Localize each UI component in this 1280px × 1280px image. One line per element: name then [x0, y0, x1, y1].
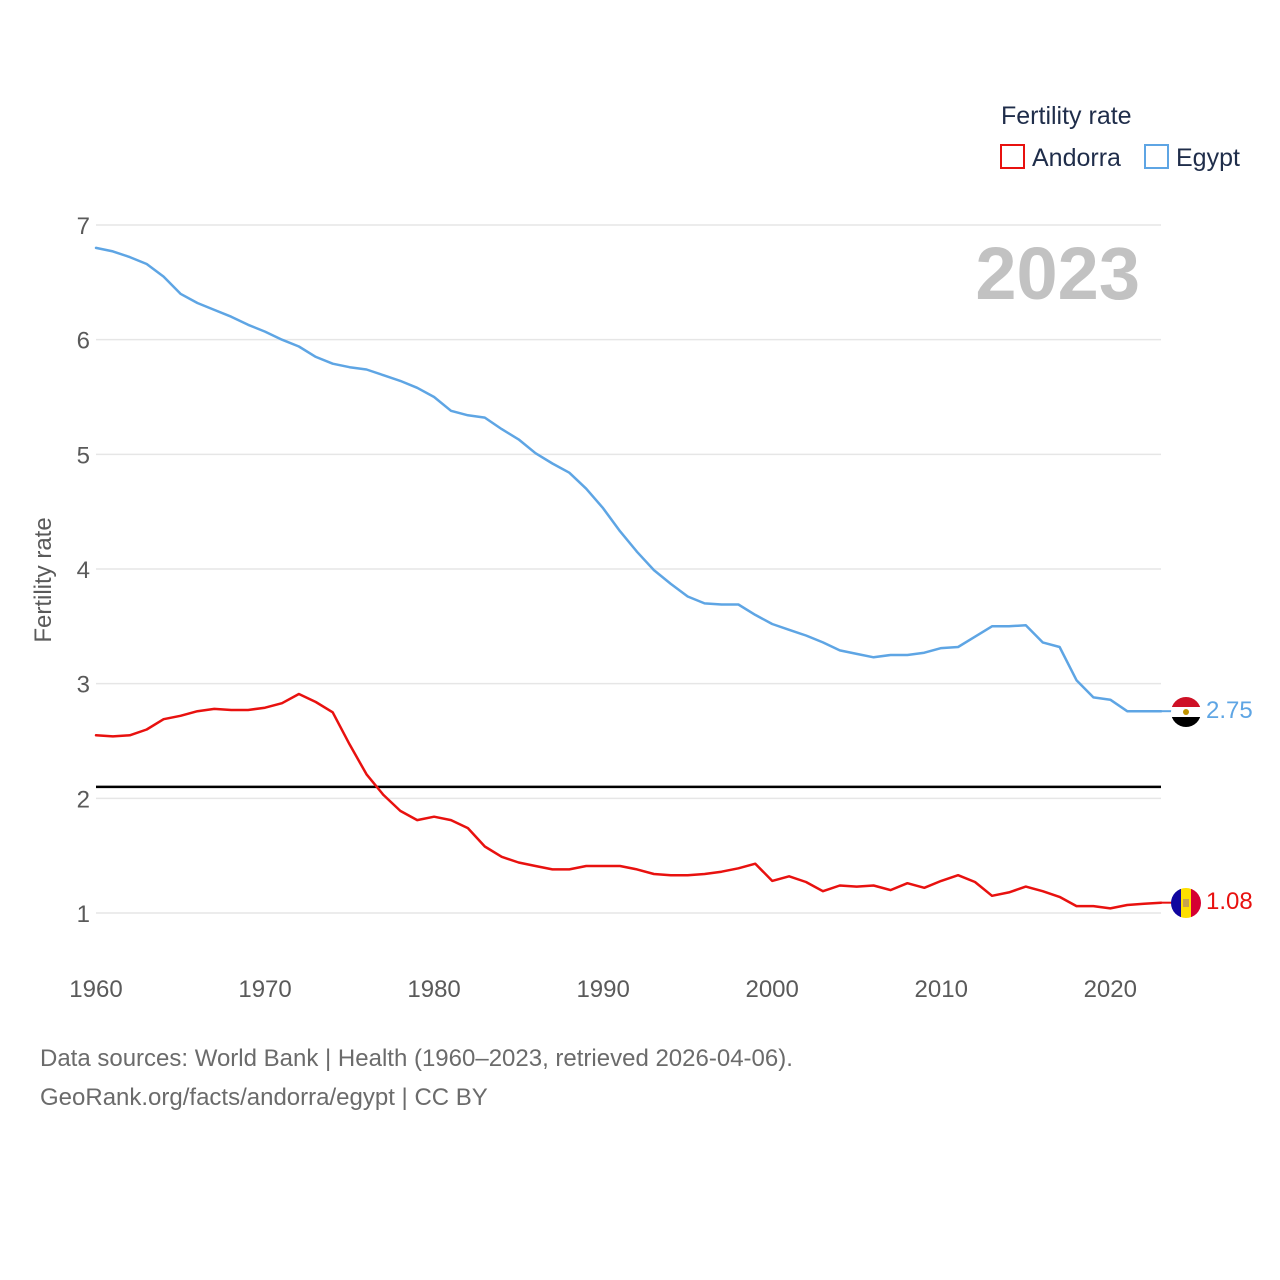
source-link[interactable]: GeoRank.org/facts/andorra/egypt | CC BY [40, 1084, 488, 1111]
x-axis-ticks: 1960 1970 1980 1990 2000 2010 2020 [69, 976, 1137, 1003]
series-line-egypt [94, 246, 1163, 713]
x-tick-label: 1980 [407, 976, 460, 1003]
y-axis-title: Fertility rate [30, 517, 57, 642]
legend-swatch-egypt [1144, 144, 1169, 169]
data-source-note: Data sources: World Bank | Health (1960–… [40, 1045, 793, 1072]
legend-item-andorra[interactable]: Andorra [1000, 144, 1121, 172]
x-tick-label: 2000 [745, 976, 798, 1003]
egypt-end-value: 2.75 [1206, 697, 1253, 724]
y-tick-label: 4 [77, 557, 90, 584]
x-tick-label: 1960 [69, 976, 122, 1003]
x-tick-label: 1970 [238, 976, 291, 1003]
legend-label-egypt: Egypt [1176, 144, 1240, 172]
y-tick-label: 7 [77, 213, 90, 240]
legend-swatch-andorra [1000, 144, 1025, 169]
series-layer [94, 246, 1172, 910]
x-tick-label: 2010 [915, 976, 968, 1003]
andorra-end-value: 1.08 [1206, 888, 1253, 915]
legend-title: Fertility rate [1001, 102, 1132, 130]
legend-item-egypt[interactable]: Egypt [1144, 144, 1240, 172]
legend: Fertility rate Andorra Egypt [1000, 102, 1240, 172]
andorra-flag-icon [1171, 888, 1201, 918]
y-tick-label: 6 [77, 328, 90, 355]
y-axis-ticks: 1 2 3 4 5 6 7 [77, 213, 90, 928]
y-tick-label: 2 [77, 786, 90, 813]
year-label: 2023 [975, 232, 1140, 315]
series-line-andorra [94, 692, 1163, 910]
y-tick-label: 1 [77, 901, 90, 928]
egypt-flag-icon [1171, 697, 1201, 727]
legend-label-andorra: Andorra [1032, 144, 1121, 172]
x-tick-label: 2020 [1084, 976, 1137, 1003]
y-tick-label: 5 [77, 442, 90, 469]
x-tick-label: 1990 [576, 976, 629, 1003]
gridlines [96, 224, 1161, 914]
y-tick-label: 3 [77, 672, 90, 699]
